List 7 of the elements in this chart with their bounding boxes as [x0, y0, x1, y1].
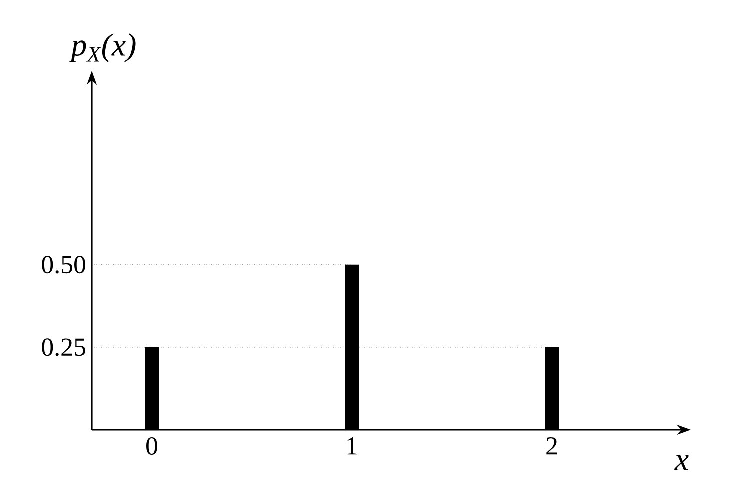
y-tick-label: 0.25 [42, 338, 86, 356]
y-tick-label: 0.50 [42, 256, 86, 274]
x-axis-title: x [674, 456, 689, 470]
y-axis-title: p$_{X}$(x) [69, 34, 136, 62]
x-tick-label: 0 [146, 438, 158, 455]
x-tick-label: 2 [546, 438, 558, 455]
x-tick-label: 1 [348, 438, 357, 455]
